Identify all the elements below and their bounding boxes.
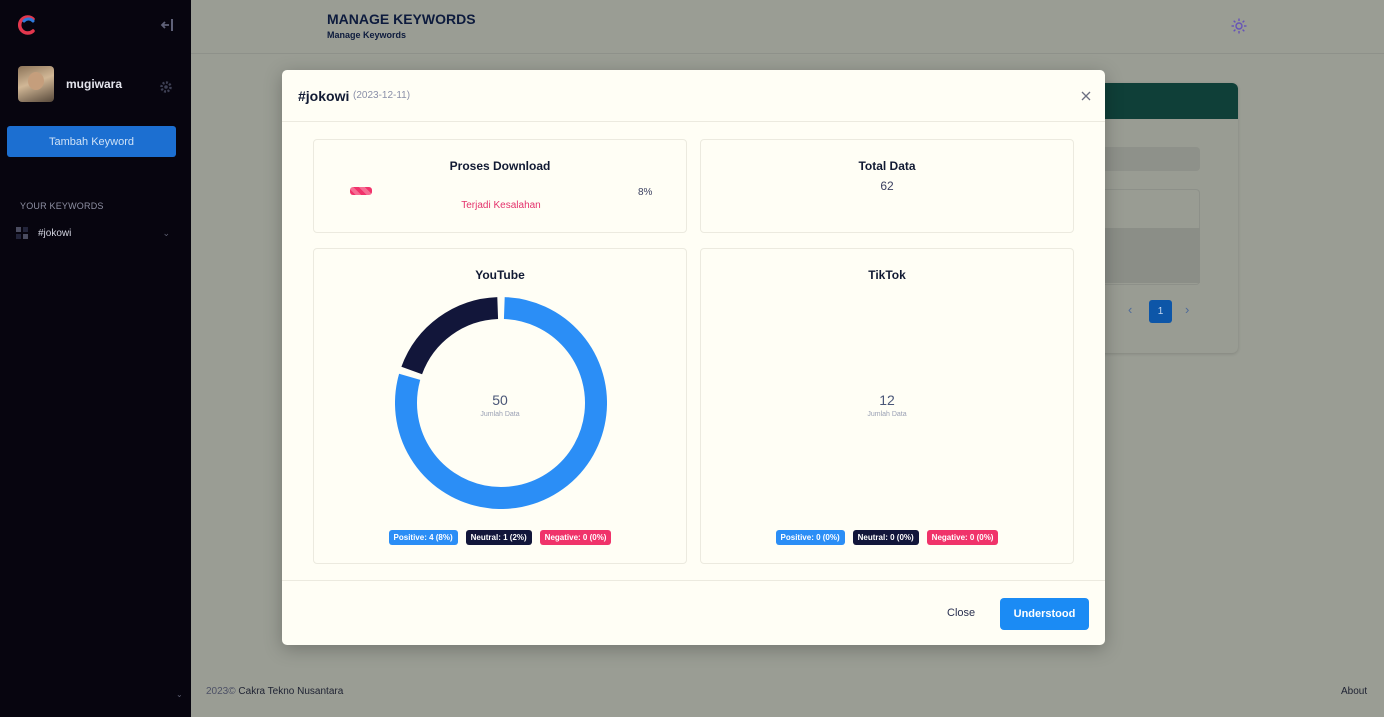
total-data-value: 62 bbox=[880, 179, 894, 193]
neutral-badge: Neutral: 0 (0%) bbox=[852, 530, 919, 545]
pagination-page-1[interactable]: 1 bbox=[1149, 300, 1172, 323]
youtube-sentiment-badges: Positive: 4 (8%) Neutral: 1 (2%) Negativ… bbox=[314, 530, 686, 545]
tiktok-sentiment-badges: Positive: 0 (0%) Neutral: 0 (0%) Negativ… bbox=[701, 530, 1073, 545]
close-button[interactable]: Close bbox=[947, 607, 976, 619]
positive-badge: Positive: 4 (8%) bbox=[388, 530, 458, 545]
youtube-donut-chart[interactable] bbox=[395, 297, 607, 509]
keyword-detail-modal: #jokowi (2023-12-11) Proses Download 8% … bbox=[282, 70, 1105, 645]
youtube-total-label: Jumlah Data bbox=[480, 411, 520, 418]
card-header bbox=[1090, 83, 1238, 119]
download-panel: Proses Download 8% Terjadi Kesalahan bbox=[313, 139, 687, 233]
youtube-title: YouTube bbox=[475, 268, 525, 282]
tiktok-total-label: Jumlah Data bbox=[867, 411, 907, 418]
modal-footer: Close Understood bbox=[282, 580, 1105, 645]
pagination-next-icon[interactable]: › bbox=[1185, 302, 1190, 317]
footer-company: Cakra Tekno Nusantara bbox=[238, 686, 344, 697]
sidebar: mugiwara Tambah Keyword YOUR KEYWORDS #j… bbox=[0, 0, 191, 717]
breadcrumb: Manage Keywords bbox=[327, 30, 407, 40]
tiktok-title: TikTok bbox=[868, 268, 906, 282]
keyword-table-card: ‹ 1 › bbox=[1090, 83, 1238, 353]
user-profile: mugiwara bbox=[18, 66, 122, 102]
page-title: MANAGE KEYWORDS bbox=[327, 11, 476, 27]
download-progress-fill bbox=[350, 187, 372, 195]
keywords-section-title: YOUR KEYWORDS bbox=[20, 201, 104, 211]
add-keyword-button[interactable]: Tambah Keyword bbox=[7, 126, 176, 157]
download-progress-bar bbox=[350, 187, 620, 195]
app-logo-icon[interactable] bbox=[18, 15, 38, 35]
table-row bbox=[1090, 228, 1200, 283]
download-percent: 8% bbox=[638, 187, 653, 198]
tiktok-total-value: 12 bbox=[879, 392, 895, 408]
username: mugiwara bbox=[66, 77, 123, 91]
donut-slice-positive[interactable] bbox=[395, 297, 607, 509]
download-error-text: Terjadi Kesalahan bbox=[461, 200, 541, 211]
positive-badge: Positive: 0 (0%) bbox=[775, 530, 845, 545]
chevron-down-icon: ⌄ bbox=[176, 690, 183, 699]
page-header: MANAGE KEYWORDS Manage Keywords bbox=[191, 0, 1384, 54]
modal-header: #jokowi (2023-12-11) bbox=[282, 70, 1105, 122]
neutral-badge: Neutral: 1 (2%) bbox=[465, 530, 532, 545]
modal-date: (2023-12-11) bbox=[353, 90, 411, 101]
tiktok-panel: TikTok 12 Jumlah Data Positive: 0 (0%) N… bbox=[700, 248, 1074, 564]
avatar[interactable] bbox=[18, 66, 54, 102]
chevron-down-icon[interactable]: ⌄ bbox=[162, 228, 170, 238]
search-bar bbox=[1090, 147, 1200, 171]
sidebar-item-jokowi[interactable]: #jokowi ⌄ bbox=[16, 225, 176, 241]
modal-title: #jokowi bbox=[298, 88, 350, 104]
total-data-title: Total Data bbox=[858, 159, 916, 173]
footer-year: 2023© bbox=[206, 686, 236, 697]
theme-toggle-icon[interactable] bbox=[1231, 18, 1247, 34]
grid-icon bbox=[16, 227, 28, 239]
youtube-panel: YouTube 50 Jumlah Data Positive: 4 (8%) … bbox=[313, 248, 687, 564]
gear-icon[interactable] bbox=[159, 80, 173, 94]
footer-copyright: 2023© Cakra Tekno Nusantara bbox=[206, 686, 343, 697]
close-icon[interactable] bbox=[1079, 89, 1093, 103]
about-link[interactable]: About bbox=[1341, 686, 1368, 697]
pagination-prev-icon[interactable]: ‹ bbox=[1128, 302, 1133, 317]
download-title: Proses Download bbox=[449, 159, 551, 173]
total-data-panel: Total Data 62 bbox=[700, 139, 1074, 233]
youtube-total-value: 50 bbox=[492, 392, 508, 408]
understood-button[interactable]: Understood bbox=[1000, 598, 1089, 630]
negative-badge: Negative: 0 (0%) bbox=[926, 530, 999, 545]
donut-slice-neutral[interactable] bbox=[401, 297, 499, 375]
collapse-sidebar-icon[interactable] bbox=[159, 17, 177, 33]
sidebar-item-label: #jokowi bbox=[38, 227, 72, 239]
negative-badge: Negative: 0 (0%) bbox=[539, 530, 612, 545]
